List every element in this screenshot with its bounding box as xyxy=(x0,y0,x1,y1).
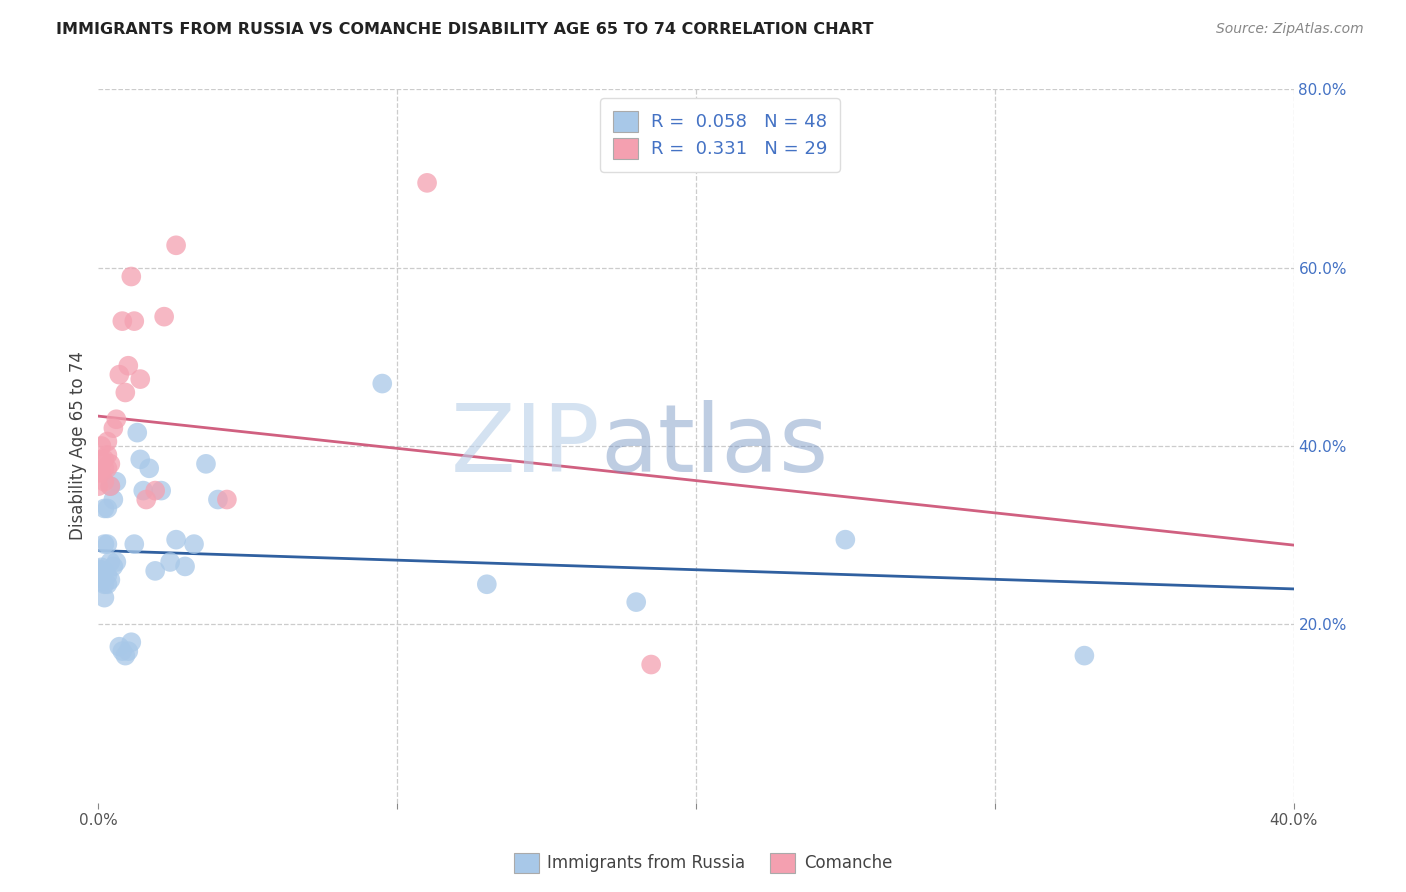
Text: atlas: atlas xyxy=(600,400,828,492)
Point xyxy=(90,563,112,577)
Point xyxy=(87,566,110,580)
Point xyxy=(143,483,166,498)
Point xyxy=(93,564,115,578)
Point xyxy=(111,314,134,328)
Point xyxy=(98,573,122,587)
Point xyxy=(114,648,136,663)
Text: IMMIGRANTS FROM RUSSIA VS COMANCHE DISABILITY AGE 65 TO 74 CORRELATION CHART: IMMIGRANTS FROM RUSSIA VS COMANCHE DISAB… xyxy=(56,22,873,37)
Point xyxy=(129,372,152,386)
Point xyxy=(103,559,125,574)
Point xyxy=(143,564,166,578)
Point xyxy=(87,479,110,493)
Point xyxy=(96,448,118,462)
Point xyxy=(103,492,125,507)
Point xyxy=(98,479,122,493)
Point xyxy=(153,310,176,324)
Point xyxy=(87,568,110,582)
Point xyxy=(105,412,128,426)
Point xyxy=(96,434,118,449)
Point xyxy=(834,533,856,547)
Legend: R =  0.058   N = 48, R =  0.331   N = 29: R = 0.058 N = 48, R = 0.331 N = 29 xyxy=(600,98,839,171)
Text: Source: ZipAtlas.com: Source: ZipAtlas.com xyxy=(1216,22,1364,37)
Point xyxy=(105,475,128,489)
Point xyxy=(117,359,139,373)
Point xyxy=(114,385,136,400)
Point xyxy=(108,640,131,654)
Point xyxy=(127,425,149,440)
Point xyxy=(135,492,157,507)
Point xyxy=(98,555,122,569)
Point xyxy=(96,501,118,516)
Point xyxy=(90,439,112,453)
Point xyxy=(96,568,118,582)
Point xyxy=(96,577,118,591)
Point xyxy=(90,452,112,467)
Point xyxy=(129,452,152,467)
Point xyxy=(416,176,439,190)
Point xyxy=(93,537,115,551)
Point xyxy=(1073,648,1095,663)
Point xyxy=(215,492,238,507)
Point xyxy=(640,657,662,672)
Point xyxy=(626,595,648,609)
Legend: Immigrants from Russia, Comanche: Immigrants from Russia, Comanche xyxy=(508,847,898,880)
Point xyxy=(103,421,125,435)
Point xyxy=(207,492,229,507)
Point xyxy=(90,568,112,582)
Point xyxy=(90,560,112,574)
Point xyxy=(87,466,110,480)
Y-axis label: Disability Age 65 to 74: Disability Age 65 to 74 xyxy=(69,351,87,541)
Point xyxy=(90,466,112,480)
Point xyxy=(98,457,122,471)
Point xyxy=(475,577,498,591)
Point xyxy=(98,479,122,493)
Point xyxy=(117,644,139,658)
Text: ZIP: ZIP xyxy=(451,400,600,492)
Point xyxy=(165,238,187,252)
Point xyxy=(120,269,142,284)
Point xyxy=(120,635,142,649)
Point xyxy=(90,566,112,580)
Point xyxy=(371,376,394,391)
Point xyxy=(105,555,128,569)
Point xyxy=(124,537,146,551)
Point xyxy=(183,537,205,551)
Point xyxy=(132,483,155,498)
Point xyxy=(124,314,146,328)
Point xyxy=(96,537,118,551)
Point xyxy=(174,559,197,574)
Point xyxy=(108,368,131,382)
Point xyxy=(93,452,115,467)
Point xyxy=(93,501,115,516)
Point xyxy=(93,577,115,591)
Point xyxy=(111,644,134,658)
Point xyxy=(96,461,118,475)
Point xyxy=(138,461,160,475)
Point xyxy=(93,591,115,605)
Point xyxy=(90,571,112,585)
Point xyxy=(90,574,112,589)
Point xyxy=(195,457,218,471)
Point xyxy=(93,461,115,475)
Point xyxy=(165,533,187,547)
Point xyxy=(150,483,173,498)
Point xyxy=(87,562,110,576)
Point xyxy=(159,555,181,569)
Point xyxy=(93,475,115,489)
